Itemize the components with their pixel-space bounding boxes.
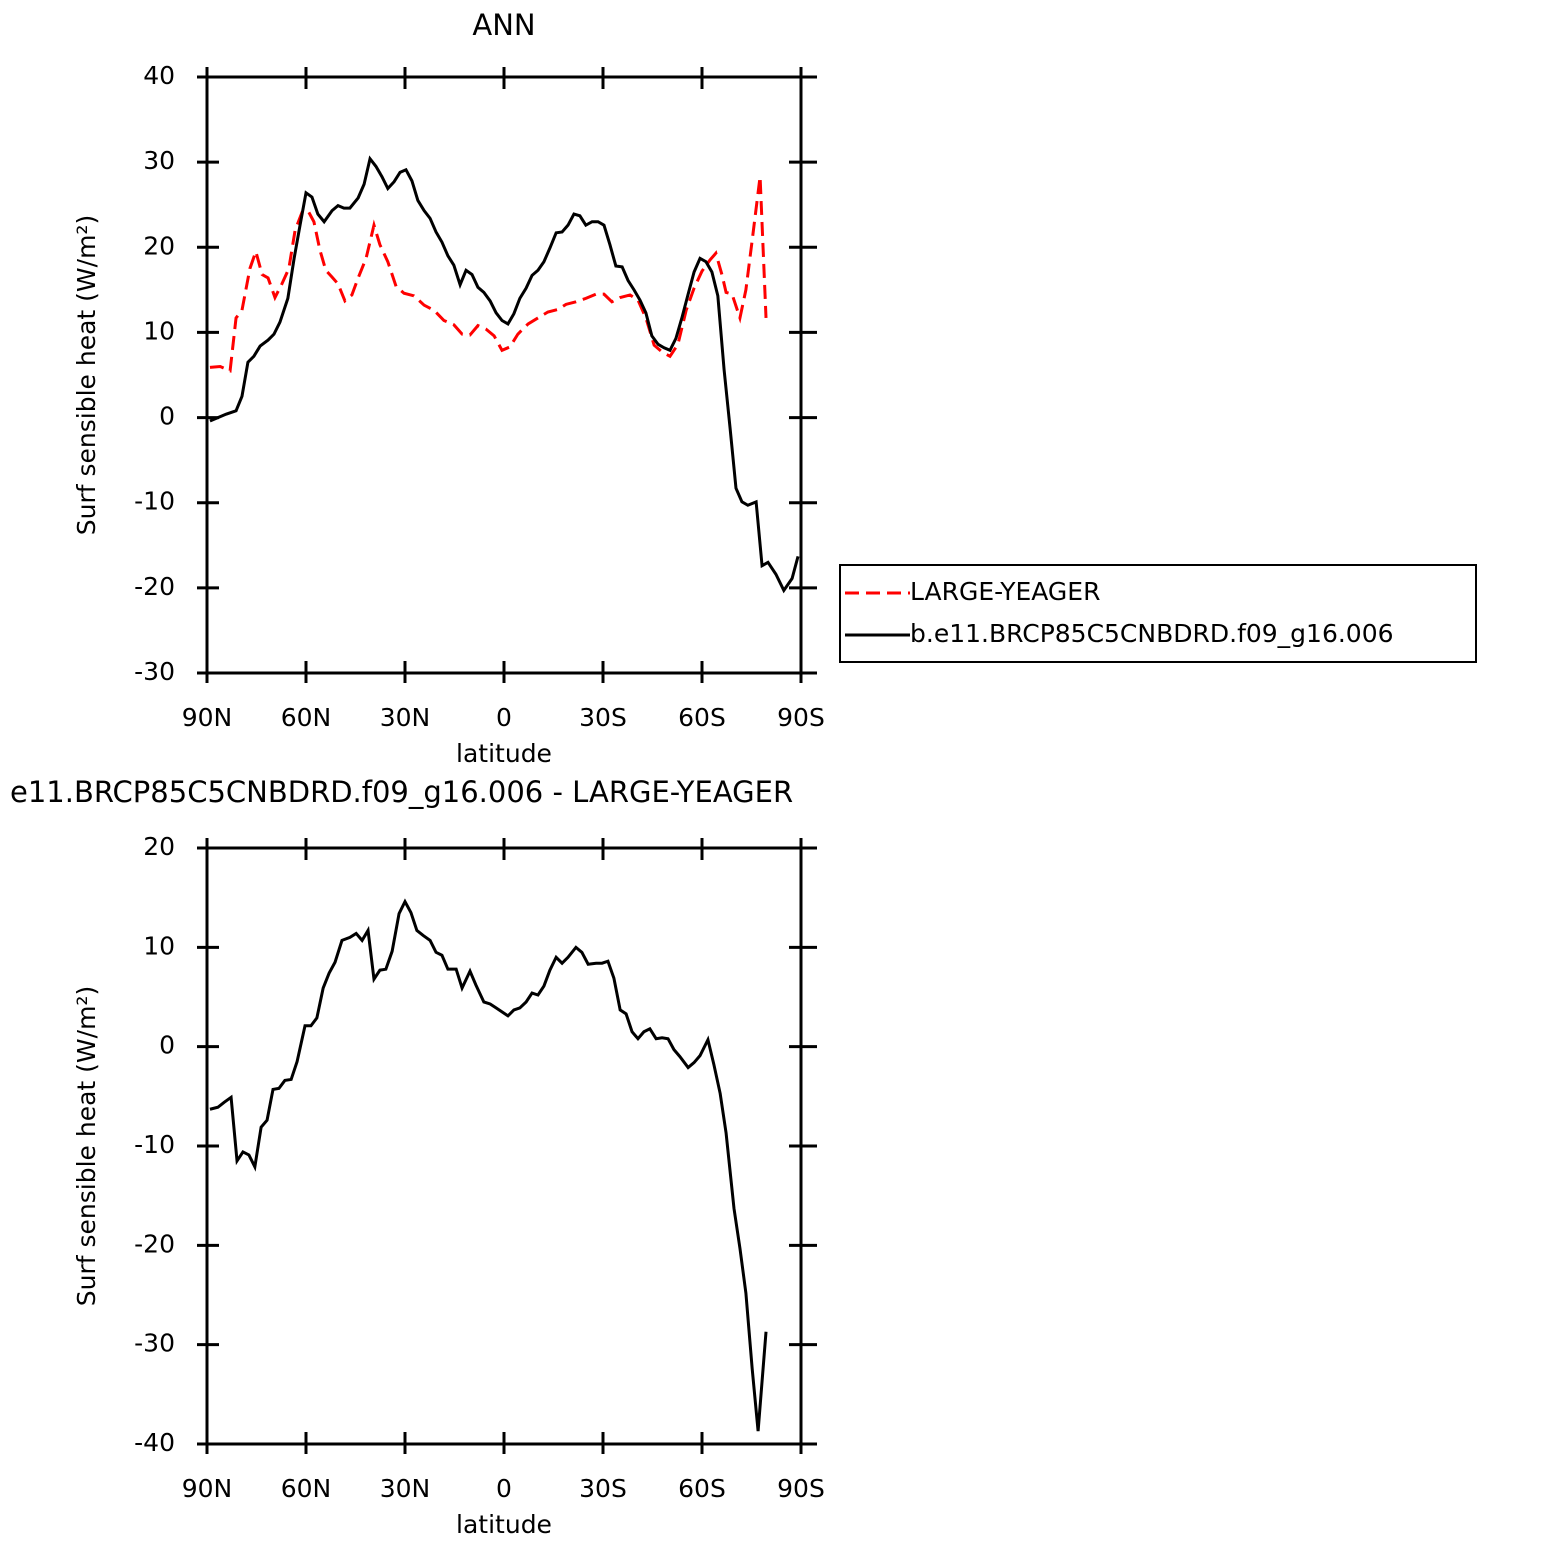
y-tick-label: -30 bbox=[134, 657, 175, 686]
panel: ANN -30 -20 -10 0 10 20 30 40 90N 60N 30N 0 30S 60S 90S… bbox=[72, 8, 825, 768]
y-tick-label: 10 bbox=[143, 931, 175, 960]
x-tick-label: 60N bbox=[281, 1474, 332, 1503]
x-tick-label: 90S bbox=[777, 703, 825, 732]
data-line bbox=[209, 898, 768, 1432]
y-tick-label: -20 bbox=[134, 1229, 175, 1258]
y-tick-label: -30 bbox=[134, 1329, 175, 1358]
x-tick-label: 30N bbox=[380, 1474, 431, 1503]
y-tick-label: 20 bbox=[143, 231, 175, 260]
chart-title: e11.BRCP85C5CNBDRD.f09_g16.006 - LARGE-Y… bbox=[10, 775, 793, 809]
x-tick-label: 30N bbox=[380, 703, 431, 732]
y-tick-label: 10 bbox=[143, 316, 175, 345]
data-line bbox=[209, 176, 768, 373]
x-tick-label: 60S bbox=[678, 1474, 726, 1503]
y-tick-label: 0 bbox=[159, 402, 175, 431]
y-tick-label: 30 bbox=[143, 146, 175, 175]
x-tick-label: 90N bbox=[182, 1474, 233, 1503]
y-tick-label: 0 bbox=[159, 1031, 175, 1060]
legend-label: b.e11.BRCP85C5CNBDRD.f09_g16.006 bbox=[910, 619, 1394, 648]
y-tick-label: -40 bbox=[134, 1428, 175, 1457]
y-tick-label: 20 bbox=[143, 832, 175, 861]
legend: LARGE-YEAGER b.e11.BRCP85C5CNBDRD.f09_g16… bbox=[839, 564, 1477, 663]
y-tick-label: -10 bbox=[134, 487, 175, 516]
y-axis-label: Surf sensible heat (W/m²) bbox=[72, 215, 101, 535]
x-tick-label: 90S bbox=[777, 1474, 825, 1503]
legend-box bbox=[839, 564, 1477, 663]
panel: e11.BRCP85C5CNBDRD.f09_g16.006 - LARGE-Y… bbox=[10, 775, 825, 1539]
x-axis-label: latitude bbox=[456, 1510, 552, 1539]
data-line bbox=[209, 155, 800, 594]
x-tick-label: 30S bbox=[579, 703, 627, 732]
y-tick-label: -10 bbox=[134, 1130, 175, 1159]
x-tick-label: 60S bbox=[678, 703, 726, 732]
x-tick-label: 30S bbox=[579, 1474, 627, 1503]
y-tick-label: 40 bbox=[143, 61, 175, 90]
plot-frame bbox=[205, 846, 803, 1446]
plot-frame bbox=[205, 75, 803, 675]
y-tick-label: -20 bbox=[134, 572, 175, 601]
chart-title: ANN bbox=[472, 8, 535, 42]
x-tick-label: 0 bbox=[496, 1474, 512, 1503]
x-tick-label: 60N bbox=[281, 703, 332, 732]
x-tick-label: 90N bbox=[182, 703, 233, 732]
legend-label: LARGE-YEAGER bbox=[910, 577, 1100, 606]
x-tick-label: 0 bbox=[496, 703, 512, 732]
x-axis-label: latitude bbox=[456, 739, 552, 768]
y-axis-label: Surf sensible heat (W/m²) bbox=[72, 986, 101, 1306]
